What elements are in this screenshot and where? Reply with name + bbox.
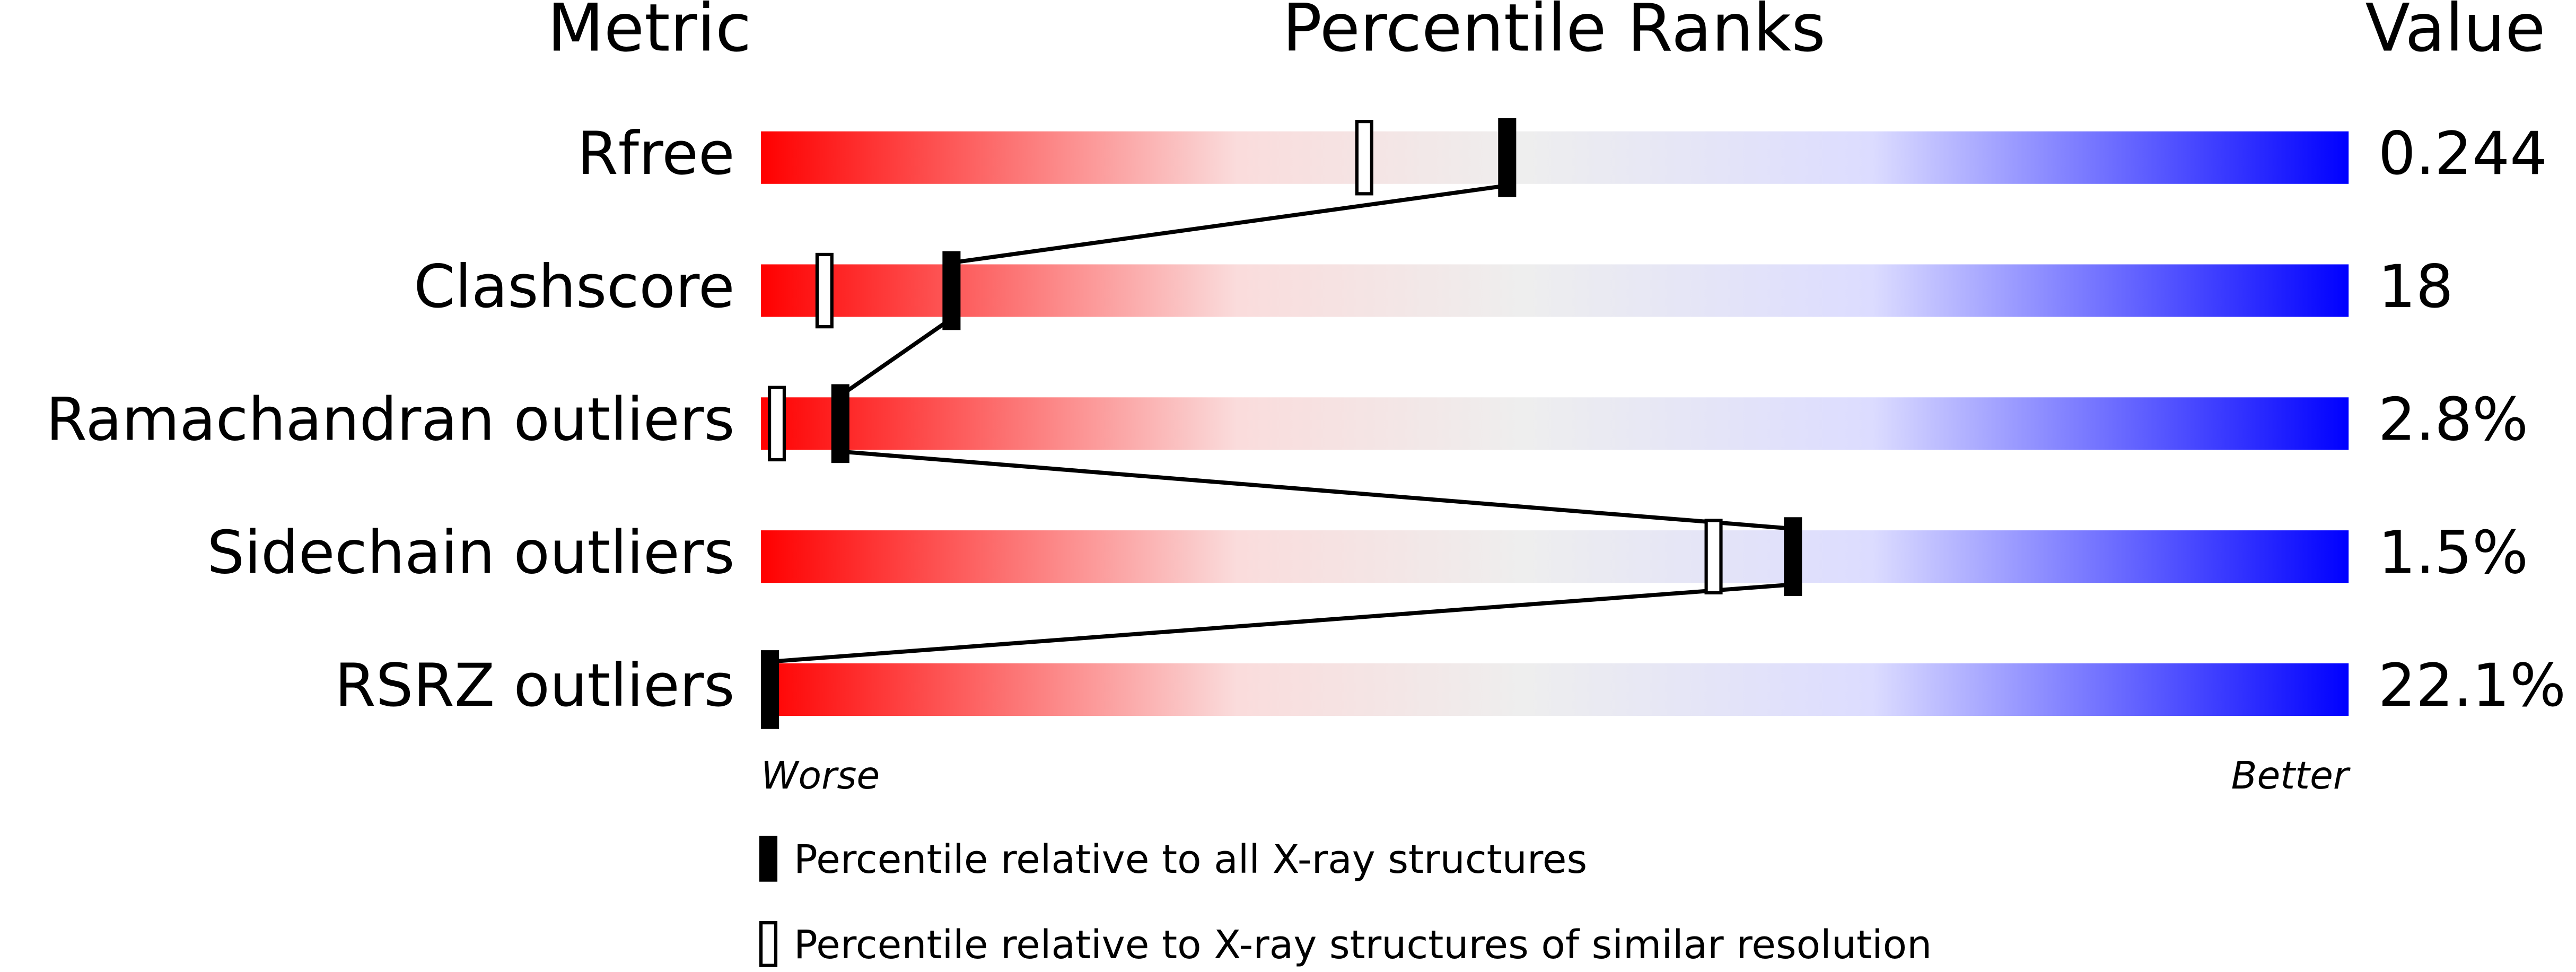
legend-swatch bbox=[759, 836, 778, 882]
metric-label: RSRZ outliers bbox=[335, 652, 734, 720]
metric-value: 0.244 bbox=[2378, 120, 2547, 188]
relative-marker bbox=[1704, 519, 1723, 594]
metric-value: 22.1% bbox=[2378, 652, 2566, 720]
absolute-marker bbox=[1784, 517, 1802, 596]
absolute-marker bbox=[831, 384, 849, 463]
percentile-bar bbox=[761, 397, 2349, 450]
axis-end-label: Better bbox=[2231, 754, 2351, 798]
metric-label: Ramachandran outliers bbox=[46, 386, 735, 454]
metric-label: Sidechain outliers bbox=[207, 519, 734, 587]
metric-label: Rfree bbox=[577, 120, 734, 188]
absolute-marker bbox=[1498, 118, 1517, 197]
relative-marker bbox=[768, 386, 786, 462]
metric-label: Clashscore bbox=[414, 253, 734, 321]
connector bbox=[951, 183, 1508, 265]
legend-label: Percentile relative to all X-ray structu… bbox=[794, 836, 1587, 882]
metric-value: 2.8% bbox=[2378, 386, 2528, 454]
legend-swatch bbox=[759, 921, 778, 967]
percentile-bar bbox=[761, 131, 2349, 184]
relative-marker bbox=[815, 252, 834, 329]
connector bbox=[769, 582, 1793, 664]
column-header: Metric bbox=[547, 0, 751, 67]
metric-value: 18 bbox=[2378, 253, 2454, 321]
axis-end-label: Worse bbox=[761, 754, 880, 798]
metric-value: 1.5% bbox=[2378, 519, 2528, 587]
connector bbox=[840, 449, 1793, 531]
absolute-marker bbox=[761, 650, 779, 729]
percentile-bar bbox=[761, 663, 2349, 716]
percentile-bar bbox=[761, 530, 2349, 583]
relative-marker bbox=[1355, 120, 1373, 196]
connector bbox=[839, 317, 953, 398]
column-header: Value bbox=[2365, 0, 2545, 67]
legend-label: Percentile relative to X-ray structures … bbox=[794, 922, 1932, 968]
percentile-bar bbox=[761, 264, 2349, 317]
absolute-marker bbox=[942, 251, 961, 330]
column-header: Percentile Ranks bbox=[1282, 0, 1825, 67]
